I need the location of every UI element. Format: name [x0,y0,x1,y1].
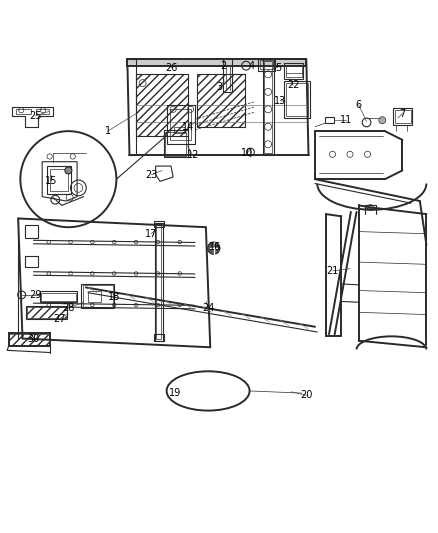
Text: 4: 4 [249,61,255,71]
Text: 11: 11 [339,115,352,125]
Bar [153,334,164,341]
Text: 13: 13 [274,95,286,106]
Ellipse shape [166,372,250,410]
Text: 15: 15 [45,176,57,187]
Text: 7: 7 [399,109,406,119]
Text: 21: 21 [326,266,339,276]
Bar [174,127,185,133]
Bar [191,389,219,393]
Bar [83,285,113,306]
Bar [156,224,161,340]
Bar [46,166,71,195]
Text: 30: 30 [27,334,39,344]
Text: 22: 22 [287,80,300,90]
Text: 28: 28 [62,303,74,313]
Text: 16: 16 [208,242,221,252]
Bar [153,221,164,227]
Bar [88,292,101,302]
Text: 10: 10 [241,148,254,158]
Bar [170,109,191,140]
Bar [265,61,272,154]
Bar [260,60,273,69]
Bar [49,169,68,191]
Text: 26: 26 [165,63,177,73]
Text: 12: 12 [187,150,199,160]
Bar [41,293,76,301]
Bar [286,83,307,116]
Bar [35,109,49,114]
Text: 24: 24 [202,303,214,313]
Text: 1: 1 [105,126,111,136]
Bar [286,65,301,77]
Bar [197,75,245,127]
Bar [258,59,275,71]
Text: 25: 25 [29,111,42,121]
Bar [25,225,38,238]
Bar [155,223,162,341]
Bar [263,59,274,155]
Text: 23: 23 [145,170,158,180]
Bar [395,110,411,123]
Text: 27: 27 [53,314,66,324]
Text: 14: 14 [182,122,194,132]
Text: 3: 3 [216,83,222,93]
Bar [393,108,413,125]
Bar [40,292,77,302]
Bar [27,306,67,318]
Bar [191,386,219,395]
Bar [9,333,50,346]
Bar [26,306,67,319]
Text: 20: 20 [300,390,312,400]
Bar [10,334,49,345]
Text: 18: 18 [108,292,120,302]
Circle shape [379,117,386,124]
Text: 17: 17 [145,229,158,239]
Bar [81,284,114,308]
Text: 5: 5 [275,63,281,73]
Bar [16,109,31,114]
Bar [25,256,38,266]
Bar [284,81,310,118]
Circle shape [208,242,220,254]
Bar [166,105,195,144]
Bar [285,63,303,79]
Text: 29: 29 [29,290,42,300]
Bar [136,75,188,135]
Bar [127,59,306,66]
Text: 6: 6 [356,100,362,110]
Circle shape [65,167,72,174]
Text: 2: 2 [220,61,226,71]
Bar [325,117,334,123]
Text: 19: 19 [169,388,181,398]
Bar [163,130,187,157]
Bar [165,132,186,156]
